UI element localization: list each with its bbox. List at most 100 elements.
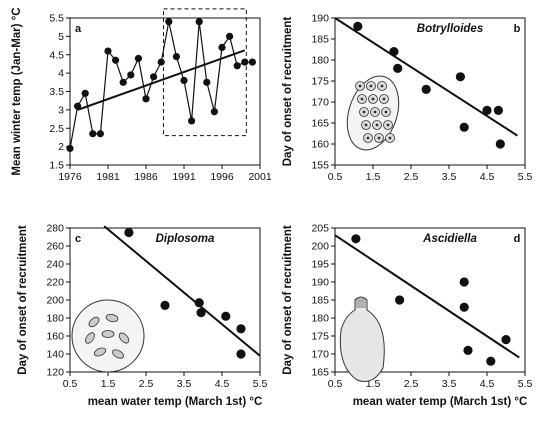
- data-point: [150, 73, 158, 81]
- data-point: [233, 62, 241, 70]
- x-tick-label: 2.5: [404, 378, 419, 390]
- x-tick-label: 3.5: [442, 378, 457, 390]
- zooid: [88, 316, 100, 328]
- data-point: [180, 76, 188, 85]
- y-tick-label: 280: [46, 223, 64, 235]
- x-tick-label: 3.5: [177, 378, 192, 390]
- x-tick-label: 1996: [210, 171, 234, 183]
- regression-line: [334, 234, 520, 359]
- y-tick-label: 175: [311, 76, 329, 88]
- zooid: [85, 332, 95, 344]
- panel-c: 120 140 160 180 200 220 240 260 280 0.5 1.5 2.5 3.5 4…: [17, 223, 267, 408]
- x-tick-label: 2.5: [139, 378, 154, 390]
- highlight-box: [162, 8, 247, 137]
- y-tick-label: 220: [46, 277, 64, 289]
- y-tick-label: 170: [311, 349, 329, 361]
- data-point: [89, 130, 97, 138]
- x-tick-label: 4.5: [480, 378, 495, 390]
- data-point: [459, 122, 469, 132]
- y-tick-label: 1.5: [49, 160, 64, 172]
- plot-frame: [334, 17, 526, 166]
- data-point: [165, 18, 173, 26]
- x-axis-label: mean water temp (March 1st) °C: [353, 396, 528, 408]
- data-point: [353, 21, 363, 31]
- data-point: [236, 324, 246, 334]
- y-tick-label: 190: [311, 13, 329, 25]
- data-point: [124, 227, 134, 238]
- panel-label: d: [514, 233, 521, 245]
- panel-b: 155 160 165 170 175 180 185 190 0.5 1.5 2.5 3.5 4.5 5…: [282, 13, 532, 183]
- zooid-center: [375, 123, 379, 127]
- data-point: [351, 234, 361, 244]
- y-axis-label: Day of onset of recruitment: [17, 225, 29, 375]
- data-point: [493, 105, 503, 115]
- zooid-center: [388, 136, 392, 140]
- data-point: [210, 108, 218, 116]
- y-tick-label: 140: [46, 349, 64, 361]
- data-point: [134, 54, 142, 63]
- y-tick-label: 4.5: [49, 49, 64, 61]
- y-tick-label: 180: [311, 55, 329, 67]
- x-tick-label: 2001: [248, 171, 272, 183]
- data-point: [142, 95, 150, 103]
- panel-a: 1.5 2 2.5 3 3.5 4 4.5 5 5.5 1976 1981 1986 1991 1996 2…: [11, 7, 272, 183]
- zooid: [93, 347, 107, 357]
- x-tick-label: 5.5: [518, 378, 533, 390]
- x-tick-label: 1976: [58, 171, 82, 183]
- data-point: [96, 130, 104, 138]
- y-tick-label: 2.5: [49, 123, 64, 135]
- data-point: [157, 58, 165, 66]
- regression-line: [334, 17, 518, 137]
- chart-title: Ascidiella: [422, 233, 477, 245]
- data-point: [486, 356, 496, 366]
- data-point: [236, 349, 246, 359]
- ascidiella-illustration: [339, 296, 385, 382]
- zooid-center: [362, 110, 366, 114]
- y-tick-label: 260: [46, 241, 64, 253]
- x-tick-label: 4.5: [215, 378, 230, 390]
- data-point: [188, 117, 196, 125]
- zooid: [101, 330, 115, 338]
- y-tick-label: 3.5: [49, 86, 64, 98]
- y-axis-label: Day of onset of recruitment: [282, 17, 294, 167]
- y-tick-label: 155: [311, 160, 329, 172]
- y-tick-label: 2: [58, 141, 64, 153]
- data-point: [389, 47, 399, 57]
- zooid-center: [380, 84, 384, 88]
- y-tick-label: 4: [58, 68, 64, 80]
- data-point: [393, 63, 403, 73]
- series-line: [69, 21, 253, 149]
- botrylloides-colony-illustration: [346, 75, 400, 151]
- x-tick-label: 0.5: [63, 378, 78, 390]
- data-point: [218, 43, 226, 52]
- x-tick-label: 2.5: [404, 171, 419, 183]
- data-point: [194, 298, 204, 308]
- zooid-center: [358, 84, 362, 88]
- data-point: [127, 71, 135, 79]
- data-point: [226, 32, 234, 40]
- zooid: [118, 332, 130, 344]
- zooid-center: [371, 97, 375, 101]
- y-tick-label: 3: [58, 104, 64, 116]
- x-tick-label: 1991: [172, 171, 196, 183]
- data-point: [463, 345, 473, 355]
- x-tick-label: 0.5: [328, 171, 343, 183]
- x-tick-label: 0.5: [328, 378, 343, 390]
- diplosoma-colony-illustration: [71, 299, 145, 373]
- zooid-center: [384, 110, 388, 114]
- y-tick-label: 185: [311, 34, 329, 46]
- zooid-center: [360, 97, 364, 101]
- panel-label: a: [75, 23, 82, 35]
- y-tick-label: 200: [311, 241, 329, 253]
- data-point: [81, 89, 89, 97]
- panel-label: b: [514, 23, 521, 35]
- y-tick-label: 180: [46, 313, 64, 325]
- zooid-center: [386, 123, 390, 127]
- y-tick-label: 120: [46, 367, 64, 379]
- y-tick-label: 195: [311, 259, 329, 271]
- x-tick-label: 1.5: [101, 378, 116, 390]
- x-tick-label: 4.5: [480, 171, 495, 183]
- y-tick-label: 180: [311, 313, 329, 325]
